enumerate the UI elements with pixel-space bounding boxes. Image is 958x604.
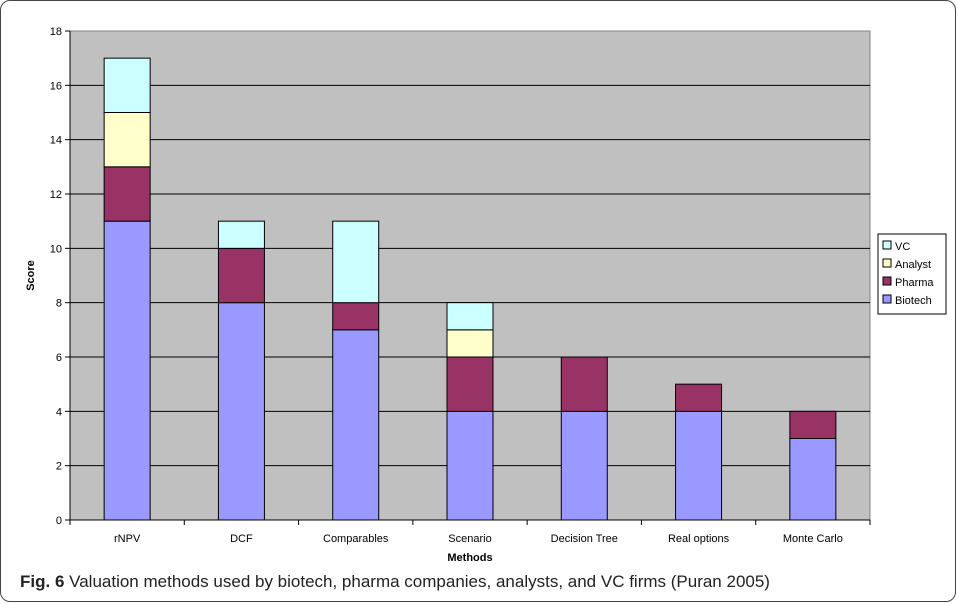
bar-segment-analyst [447,330,493,357]
bar-segment-biotech [333,330,379,520]
y-axis-title: Score [25,260,37,291]
x-tick-label: Monte Carlo [783,533,843,545]
bar-segment-pharma [676,384,722,411]
legend-label-vc: VC [895,241,910,253]
bar-segment-biotech [218,303,264,520]
bar-segment-vc [447,303,493,330]
bar-segment-pharma [561,357,607,411]
bar-segment-biotech [104,221,150,520]
x-tick-label: Comparables [323,533,389,545]
y-tick-label: 4 [56,406,62,418]
bar-segment-analyst [104,113,150,167]
x-tick-label: Scenario [448,533,491,545]
y-tick-label: 16 [50,80,62,92]
bar-segment-biotech [676,411,722,520]
legend: VC Analyst Pharma Biotech [878,234,946,314]
legend-swatch-pharma [883,277,891,285]
legend-swatch-analyst [883,259,891,267]
bar-segment-vc [218,221,264,248]
bar-segment-biotech [447,411,493,520]
bar-segment-vc [104,58,150,112]
bar-segment-pharma [790,411,836,438]
legend-swatch-vc [883,241,891,249]
y-tick-label: 0 [56,515,62,527]
bar-segment-vc [333,221,379,303]
x-tick-label: rNPV [114,533,141,545]
stacked-bar-chart: 0 2 4 6 8 10 12 14 16 18 rNPV DCF Comparables Scenari… [0,0,958,570]
x-tick-label: Real options [668,533,730,545]
x-tick-label: DCF [230,533,253,545]
bar-segment-pharma [333,303,379,330]
bar-segment-pharma [218,248,264,302]
bar-segment-pharma [104,167,150,221]
x-axis-title: Methods [447,552,492,564]
legend-label-biotech: Biotech [895,295,932,307]
y-tick-label: 8 [56,298,62,310]
x-tick-label: Decision Tree [551,533,618,545]
y-tick-label: 12 [50,189,62,201]
y-tick-label: 18 [50,26,62,38]
y-tick-label: 6 [56,352,62,364]
figure-caption: Fig. 6 Valuation methods used by biotech… [20,572,770,592]
y-tick-label: 10 [50,243,62,255]
bar-segment-pharma [447,357,493,411]
y-tick-label: 2 [56,461,62,473]
bar-segment-biotech [790,439,836,521]
legend-label-analyst: Analyst [895,259,931,271]
legend-swatch-biotech [883,295,891,303]
bar-segment-biotech [561,411,607,520]
legend-label-pharma: Pharma [895,277,934,289]
y-tick-label: 14 [50,135,62,147]
figure-label: Fig. 6 [20,572,64,591]
caption-text: Valuation methods used by biotech, pharm… [64,572,770,591]
